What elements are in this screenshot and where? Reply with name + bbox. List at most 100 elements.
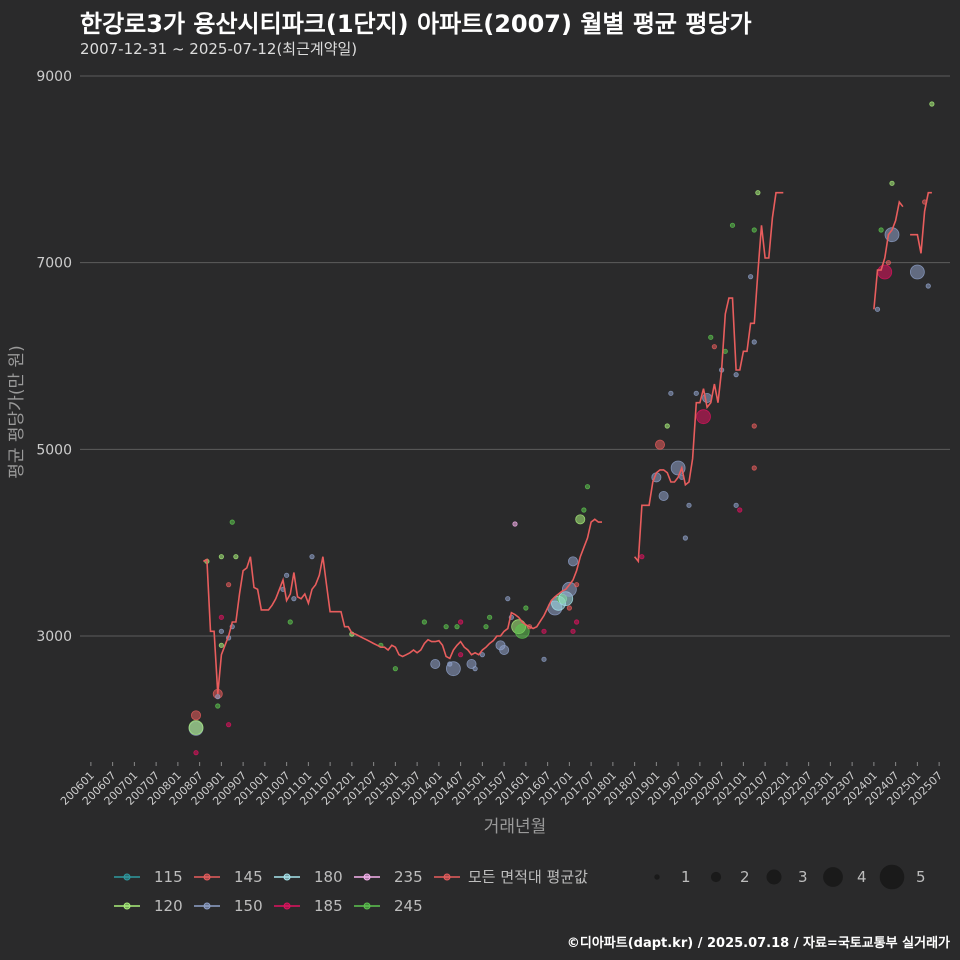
scatter-point (925, 283, 931, 289)
legend-label: 245 (394, 897, 423, 915)
scatter-point (751, 339, 757, 345)
scatter-point (711, 344, 717, 350)
scatter-point (574, 619, 580, 625)
average-line (873, 200, 904, 310)
legend-swatch-dot (283, 873, 291, 881)
legend-swatch-dot (203, 873, 211, 881)
scatter-point (751, 465, 757, 471)
scatter-point (885, 260, 891, 266)
scatter-point (570, 628, 576, 634)
size-legend-dot (654, 874, 660, 880)
scatter-point (751, 227, 757, 233)
scatter-point (523, 605, 529, 611)
scatter-point (584, 484, 591, 490)
scatter-point (566, 605, 572, 611)
legend-swatch-dot (203, 902, 211, 910)
size-legend-dot (766, 869, 782, 885)
size-legend-dot (823, 867, 843, 887)
scatter-point (658, 490, 669, 501)
scatter-point (190, 710, 201, 721)
size-legend-label: 1 (681, 868, 691, 886)
scatter-point (193, 750, 199, 756)
scatter-point (218, 642, 224, 648)
scatter-point (748, 274, 754, 280)
legend-swatch-dot (123, 902, 131, 910)
scatter-point (682, 535, 688, 541)
size-legend-label: 3 (798, 868, 808, 886)
legend-swatch-dot (363, 873, 371, 881)
scatter-point (541, 628, 547, 634)
scatter-point (218, 628, 224, 634)
y-axis-label: 평균 평당가(만 원) (7, 345, 27, 479)
legend-label: 150 (234, 897, 263, 915)
scatter-point (664, 423, 670, 429)
scatter-point (751, 423, 757, 429)
scatter-point (696, 409, 711, 425)
scatter-point (284, 572, 290, 578)
size-legend-label: 5 (916, 868, 926, 886)
scatter-point (458, 652, 464, 658)
legend-label: 145 (234, 868, 263, 886)
scatter-point (445, 661, 461, 677)
scatter-point (215, 694, 221, 700)
x-axis-label: 거래년월 (484, 817, 547, 837)
size-legend-dot (710, 871, 722, 883)
scatter-point (226, 722, 232, 728)
scatter-point (421, 619, 427, 625)
legend-label: 185 (314, 897, 343, 915)
scatter-point (215, 703, 221, 709)
scatter-point (670, 460, 686, 476)
scatter-point (755, 190, 761, 196)
scatter-point (466, 659, 477, 670)
scatter-point (483, 624, 489, 630)
scatter-point (505, 596, 511, 602)
scatter-point (218, 554, 224, 560)
y-tick-label: 3000 (36, 629, 72, 645)
scatter-point (430, 659, 441, 670)
average-line (910, 191, 932, 254)
scatter-point (226, 582, 232, 588)
scatter-point (581, 507, 587, 513)
legend-label: 115 (154, 868, 183, 886)
scatter-point (479, 652, 485, 658)
scatter-point (909, 264, 925, 280)
scatter-point (291, 596, 297, 602)
scatter-point (729, 222, 736, 228)
size-legend-label: 2 (740, 868, 750, 886)
scatter-point (575, 514, 586, 525)
scatter-point (568, 556, 579, 567)
scatter-point (458, 619, 464, 625)
legend-swatch-dot (443, 873, 451, 881)
scatter-point (574, 582, 580, 588)
scatter-point (733, 502, 739, 508)
scatter-point (686, 502, 692, 508)
scatter-point (443, 624, 449, 630)
scatter-point (218, 614, 224, 620)
scatter-point (708, 334, 714, 340)
scatter-point (561, 581, 577, 597)
scatter-point (877, 264, 893, 280)
chart-subtitle: 2007-12-31 ~ 2025-07-12(최근계약일) (80, 40, 358, 58)
scatter-point (487, 614, 493, 620)
scatter-point (188, 720, 204, 735)
scatter-point (287, 619, 293, 625)
scatter-point (309, 554, 315, 560)
legend-label-average: 모든 면적대 평균값 (468, 868, 588, 886)
scatter-point (229, 519, 235, 525)
size-legend-dot (879, 864, 905, 890)
scatter-point (472, 666, 478, 672)
scatter-point (874, 306, 881, 312)
y-tick-label: 7000 (36, 256, 72, 272)
scatter-point (889, 180, 895, 186)
legend-swatch-dot (363, 902, 371, 910)
average-line (202, 518, 602, 694)
scatter-point (512, 521, 518, 527)
scatter-point (514, 623, 530, 639)
scatter-point (655, 439, 666, 450)
y-tick-label: 5000 (36, 442, 72, 458)
legend-swatch-dot (283, 902, 291, 910)
scatter-point (668, 390, 674, 396)
legend-label: 180 (314, 868, 343, 886)
footer-credit: ©디아파트(dapt.kr) / 2025.07.18 / 자료=국토교통부 실… (566, 936, 950, 951)
scatter-point (639, 554, 645, 560)
